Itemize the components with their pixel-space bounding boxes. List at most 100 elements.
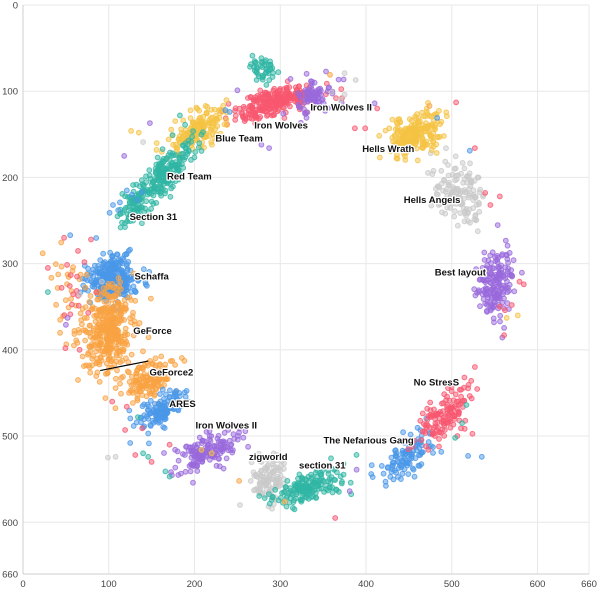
scatter-point (188, 454, 195, 461)
scatter-point (481, 249, 488, 256)
scatter-point (102, 259, 108, 265)
scatter-point (137, 214, 144, 220)
scatter-point (118, 375, 125, 381)
scatter-point (130, 270, 137, 277)
scatter-point (147, 397, 154, 404)
scatter-point (255, 450, 262, 457)
scatter-point (163, 376, 170, 383)
scatter-point (89, 279, 96, 286)
scatter-point (368, 462, 375, 469)
scatter-point (294, 489, 300, 496)
scatter-point (397, 462, 403, 469)
scatter-point (45, 289, 51, 296)
scatter-point (212, 135, 218, 142)
scatter-point (175, 176, 182, 183)
scatter-point (109, 398, 116, 405)
scatter-point (220, 102, 227, 109)
scatter-point (152, 401, 158, 407)
cluster-label-ares: ARES (169, 399, 195, 410)
scatter-point (424, 405, 431, 412)
scatter-point (260, 108, 267, 114)
scatter-point (353, 452, 360, 458)
scatter-point (230, 431, 237, 438)
scatter-point (487, 280, 494, 287)
scatter-point (287, 485, 294, 492)
scatter-point (249, 52, 256, 59)
scatter-point (102, 395, 109, 402)
scatter-point (118, 304, 125, 311)
scatter-point (143, 173, 149, 180)
scatter-point (82, 284, 89, 291)
scatter-point (497, 318, 503, 325)
scatter-point (389, 116, 396, 123)
scatter-point (376, 154, 383, 161)
scatter-point (436, 443, 442, 450)
scatter-point (440, 417, 447, 424)
scatter-point (262, 481, 269, 488)
scatter-point (39, 250, 46, 257)
scatter-point (280, 110, 287, 117)
scatter-point (157, 361, 163, 368)
scatter-point (245, 110, 252, 117)
scatter-point (195, 117, 201, 124)
scatter-point (182, 121, 189, 128)
scatter-point (124, 341, 131, 348)
scatter-point (290, 505, 296, 511)
scatter-point (174, 165, 181, 172)
scatter-point (434, 183, 441, 190)
scatter-point (337, 473, 344, 480)
scatter-point (501, 325, 508, 331)
scatter-point (93, 289, 100, 296)
scatter-point (75, 248, 81, 254)
scatter-point (296, 83, 303, 90)
scatter-point (139, 189, 146, 196)
cluster-label-zigworld: zigworld (249, 452, 288, 463)
scatter-point (119, 191, 126, 197)
scatter-point (468, 377, 475, 384)
scatter-point (265, 475, 272, 482)
scatter-point (450, 184, 457, 191)
scatter-point (217, 130, 224, 137)
scatter-point (252, 120, 259, 127)
scatter-point (476, 208, 483, 215)
scatter-point (401, 455, 408, 462)
scatter-point (502, 307, 508, 314)
scatter-point (175, 407, 182, 414)
scatter-point (129, 373, 135, 380)
x-tick-label: 0 (20, 579, 25, 590)
scatter-point (257, 93, 263, 100)
scatter-point (271, 85, 278, 92)
scatter-point (443, 397, 450, 404)
scatter-point (394, 155, 401, 162)
scatter-point (400, 140, 407, 147)
scatter-point (429, 171, 436, 178)
scatter-point (143, 385, 150, 392)
scatter-point (311, 79, 318, 86)
scatter-point (442, 427, 448, 433)
scatter-point (414, 119, 421, 125)
scatter-point (335, 76, 342, 83)
scatter-point (434, 427, 440, 433)
scatter-point (411, 437, 418, 444)
scatter-point (445, 179, 452, 186)
scatter-point (352, 77, 359, 83)
scatter-point (497, 312, 504, 319)
scatter-point (203, 428, 210, 435)
scatter-point (140, 266, 147, 273)
scatter-point (113, 375, 119, 382)
scatter-point (426, 113, 433, 119)
scatter-point (73, 337, 80, 344)
scatter-point (199, 437, 206, 444)
scatter-point (112, 405, 119, 412)
cluster-geforce2 (112, 348, 188, 412)
cluster-hells-wrath (376, 100, 450, 164)
scatter-point (209, 124, 216, 131)
scatter-point (399, 470, 406, 477)
scatter-point (175, 457, 182, 464)
scatter-point (48, 274, 55, 281)
scatter-point (269, 505, 275, 512)
scatter-point (248, 459, 255, 466)
scatter-point (282, 92, 288, 99)
scatter-point (145, 334, 152, 341)
scatter-point (94, 296, 101, 303)
